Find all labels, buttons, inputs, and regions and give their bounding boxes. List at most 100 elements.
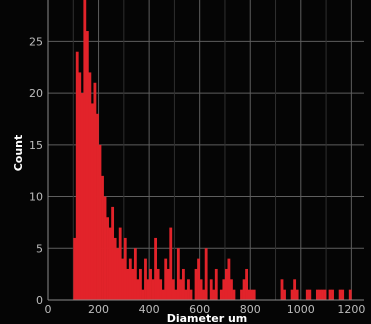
histogram-bar [88,72,92,301]
histogram-bar [247,289,251,300]
y-tick-label: 5 [36,242,43,255]
histogram-bar [338,289,342,300]
histogram-bar [245,268,249,300]
histogram-bar [133,248,137,300]
histogram-bar [174,289,178,300]
histogram-bar [290,289,294,300]
histogram-bar [93,82,97,300]
histogram-bar [199,279,203,300]
histogram-bar [128,258,132,300]
histogram-bar [166,268,170,300]
histogram-bar [116,248,120,300]
histogram-bar [184,289,188,300]
histogram-bar [189,289,193,300]
histogram-bar [83,0,87,300]
y-tick-labels: 0 5 10 15 20 25 [29,35,43,307]
histogram-bar [250,289,254,300]
histogram-bar [181,268,185,300]
histogram-bar [187,279,190,300]
histogram-bar [219,289,223,300]
histogram-bar [151,279,155,300]
histogram-bar [90,103,94,300]
histogram-bar [118,227,122,300]
histogram-bar [197,258,200,300]
histogram-bar [144,258,147,300]
histogram-bar [293,279,297,300]
histogram-bar [113,237,117,300]
y-tick-label: 10 [29,191,43,204]
histogram-bar [227,258,231,300]
histogram-bar [348,289,352,300]
x-tick-label: 1200 [337,303,365,316]
histogram-bar [323,289,327,300]
histogram-bar [154,237,158,300]
histogram-bar [224,268,228,300]
histogram-bar [331,289,334,300]
x-tick-label: 600 [189,303,210,316]
histogram-bar [240,289,243,300]
histogram-bar [108,227,112,300]
x-axis-title: Diameter um [167,312,248,324]
histogram-bar [171,279,175,300]
histogram-bar [111,206,115,300]
histogram-bar [126,268,130,300]
histogram-bar [308,289,312,300]
x-tick-labels: 0 200 400 600 800 1000 1200 [45,303,366,316]
histogram-bar [146,279,150,300]
histogram-bar [305,289,309,300]
x-tick-label: 400 [139,303,160,316]
y-tick-label: 0 [36,294,43,307]
y-axis-title: Count [12,135,25,172]
histogram-bar [169,227,173,300]
histogram-bar [341,289,345,300]
histogram-bar [212,289,216,300]
histogram-bar [176,248,180,300]
histogram-bar [318,289,322,300]
histogram-bar [98,144,102,300]
x-tick-label: 200 [88,303,109,316]
histogram-bar [121,258,125,300]
histogram-bar [149,268,152,300]
histogram-bar [123,237,127,300]
histogram-bars [73,0,352,301]
histogram-bar [75,51,79,300]
histogram-bar [139,268,142,300]
histogram-bar [164,258,168,300]
x-tick-label: 800 [240,303,261,316]
y-tick-label: 15 [29,139,43,152]
histogram-bar [78,72,82,301]
histogram-bar [85,31,89,300]
histogram-bar [328,289,332,300]
histogram-bar [230,279,233,300]
histogram-bar [321,289,324,300]
histogram-bar [202,289,206,300]
histogram-bar [101,175,104,300]
x-tick-label: 1000 [287,303,315,316]
histogram-bar [161,289,165,300]
histogram-bar [204,248,208,300]
histogram-bar [232,289,236,300]
x-tick-label: 0 [45,303,52,316]
histogram-bar [131,268,135,300]
histogram-bar [252,289,256,300]
histogram-bar [214,268,218,300]
histogram-bar [315,289,319,300]
axes [47,0,364,301]
histogram-bar [159,279,163,300]
histogram-bar [283,289,286,300]
histogram-bar [136,279,140,300]
histogram-bar [156,268,160,300]
histogram-bar [80,93,84,300]
histogram-bar [179,279,183,300]
histogram-bar [194,268,198,300]
histogram-bar [209,279,213,300]
histogram-bar [242,279,246,300]
histogram-bar [96,113,99,300]
y-tick-label: 20 [29,87,43,100]
histogram-bar [103,196,107,300]
histogram-bar [73,237,77,300]
histogram-bar [295,289,299,300]
y-tick-label: 25 [29,35,43,48]
